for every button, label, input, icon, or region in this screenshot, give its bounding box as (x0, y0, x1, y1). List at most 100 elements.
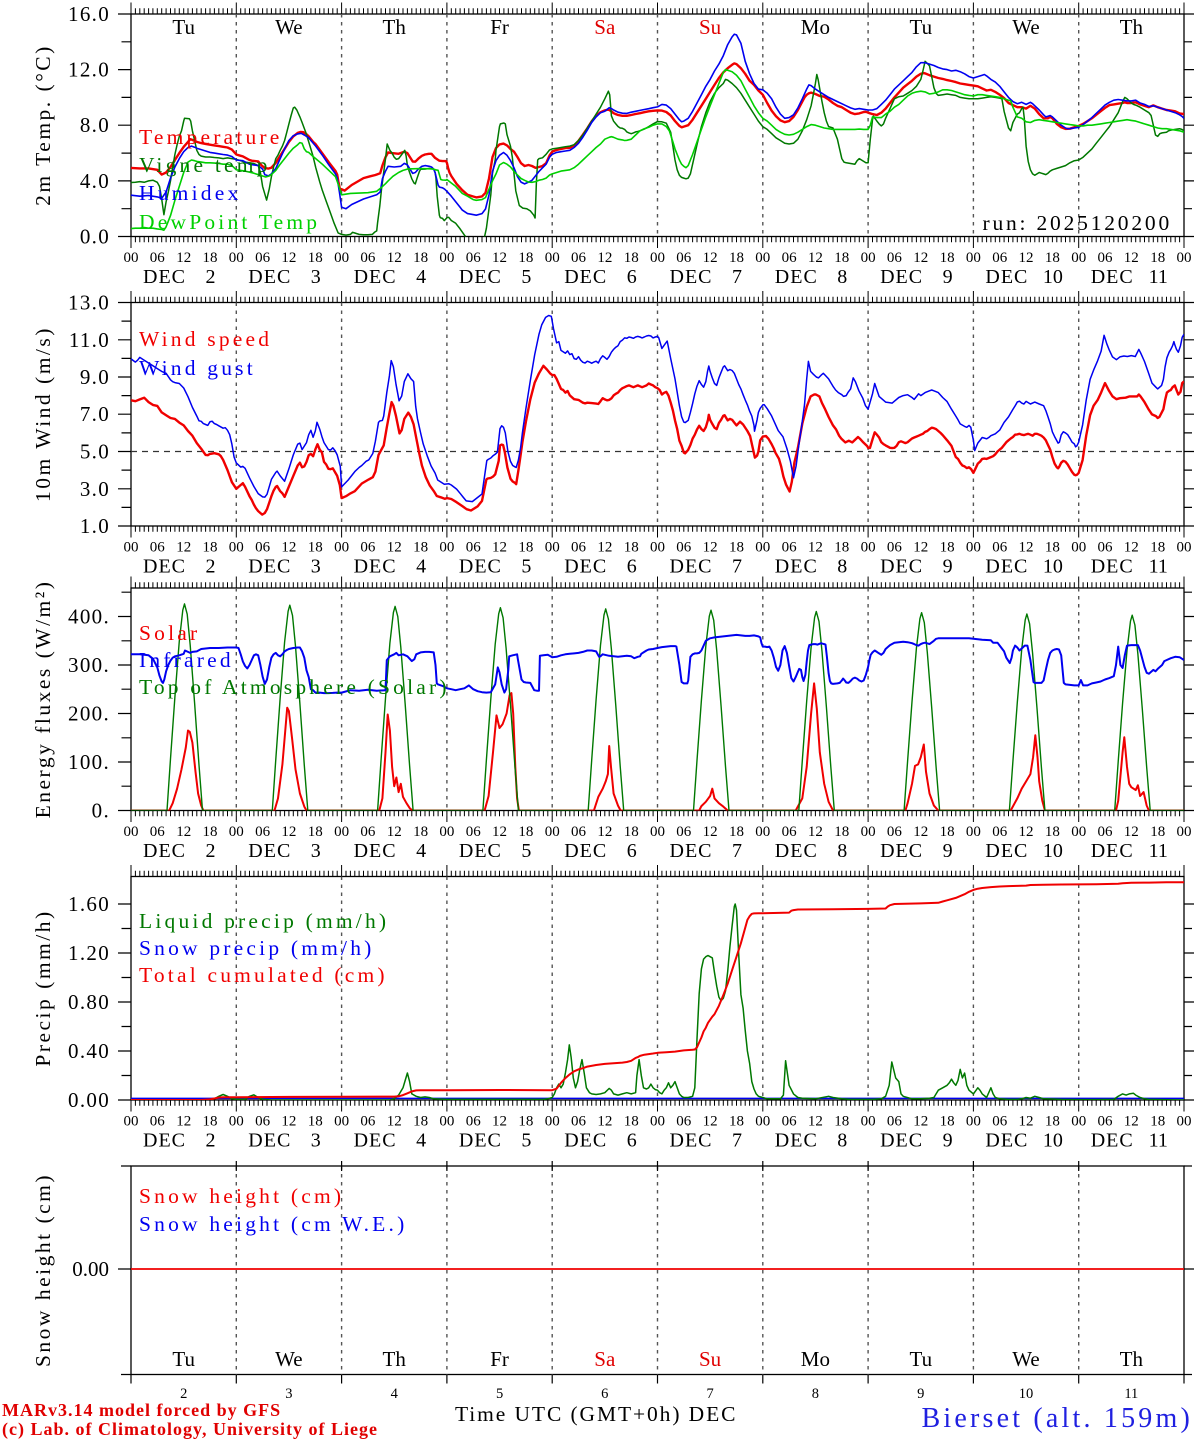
svg-text:DEC: DEC (1091, 840, 1134, 862)
svg-text:We: We (1012, 1347, 1039, 1371)
svg-text:4: 4 (416, 1130, 426, 1152)
svg-text:DEC: DEC (880, 1130, 923, 1152)
svg-text:Wind gust: Wind gust (139, 356, 256, 380)
svg-text:18: 18 (413, 540, 428, 556)
svg-text:Th: Th (1120, 15, 1144, 39)
svg-text:06: 06 (992, 540, 1008, 556)
svg-text:06: 06 (150, 1114, 166, 1130)
svg-text:00: 00 (755, 1114, 770, 1130)
svg-text:00: 00 (861, 1114, 876, 1130)
svg-text:00: 00 (229, 250, 244, 266)
svg-text:2: 2 (206, 266, 216, 288)
svg-text:8: 8 (837, 266, 847, 288)
svg-text:06: 06 (992, 824, 1008, 840)
svg-text:9: 9 (943, 266, 953, 288)
svg-text:DEC: DEC (564, 1130, 607, 1152)
svg-text:00: 00 (439, 540, 454, 556)
svg-text:12: 12 (703, 250, 718, 266)
svg-text:12: 12 (492, 1114, 507, 1130)
svg-text:00: 00 (755, 540, 770, 556)
svg-text:00: 00 (545, 540, 560, 556)
svg-text:06: 06 (782, 250, 798, 266)
svg-text:06: 06 (1098, 1114, 1114, 1130)
svg-text:12: 12 (281, 1114, 296, 1130)
svg-text:12: 12 (808, 824, 823, 840)
svg-text:9.0: 9.0 (80, 365, 110, 389)
svg-text:0.00: 0.00 (68, 1088, 110, 1112)
svg-text:18: 18 (413, 824, 428, 840)
svg-text:06: 06 (676, 1114, 692, 1130)
svg-text:4: 4 (391, 1386, 399, 1402)
svg-text:9: 9 (917, 1386, 924, 1402)
svg-text:2: 2 (206, 1130, 216, 1152)
svg-text:06: 06 (150, 540, 166, 556)
svg-text:18: 18 (940, 250, 955, 266)
svg-text:2: 2 (180, 1386, 187, 1402)
svg-text:06: 06 (571, 1114, 587, 1130)
svg-text:4: 4 (416, 266, 426, 288)
svg-text:12.0: 12.0 (68, 58, 110, 82)
svg-text:00: 00 (966, 824, 981, 840)
svg-text:Th: Th (1120, 1347, 1144, 1371)
svg-text:Fr: Fr (490, 15, 509, 39)
svg-text:11.0: 11.0 (69, 328, 110, 352)
svg-text:18: 18 (1045, 824, 1060, 840)
svg-text:13.0: 13.0 (68, 291, 110, 315)
svg-text:100.: 100. (68, 750, 110, 774)
svg-text:DEC: DEC (248, 556, 291, 578)
svg-text:18: 18 (624, 824, 639, 840)
svg-text:18: 18 (518, 250, 533, 266)
svg-text:We: We (1012, 15, 1039, 39)
svg-text:00: 00 (545, 824, 560, 840)
svg-text:Solar: Solar (139, 621, 200, 645)
svg-text:12: 12 (913, 824, 928, 840)
svg-text:7.0: 7.0 (80, 402, 110, 426)
svg-text:06: 06 (255, 540, 271, 556)
svg-text:00: 00 (545, 250, 560, 266)
svg-text:06: 06 (466, 250, 482, 266)
svg-text:12: 12 (176, 824, 191, 840)
svg-text:8: 8 (812, 1386, 819, 1402)
svg-text:18: 18 (518, 1114, 533, 1130)
svg-text:Vigne temp: Vigne temp (139, 153, 271, 177)
svg-text:18: 18 (729, 824, 744, 840)
svg-text:00: 00 (334, 250, 349, 266)
svg-text:3: 3 (311, 556, 321, 578)
svg-text:DEC: DEC (880, 556, 923, 578)
svg-text:Snow height (cm): Snow height (cm) (139, 1184, 344, 1208)
svg-text:18: 18 (518, 540, 533, 556)
svg-text:06: 06 (676, 250, 692, 266)
svg-text:DEC: DEC (1091, 1130, 1134, 1152)
svg-text:18: 18 (1150, 540, 1165, 556)
svg-text:18: 18 (203, 824, 218, 840)
svg-text:5: 5 (521, 1130, 531, 1152)
svg-text:12: 12 (808, 1114, 823, 1130)
svg-text:18: 18 (834, 824, 849, 840)
svg-text:00: 00 (966, 1114, 981, 1130)
svg-text:12: 12 (176, 540, 191, 556)
svg-text:2m Temp. (°C): 2m Temp. (°C) (31, 44, 55, 206)
svg-text:00: 00 (1071, 824, 1086, 840)
svg-text:DEC: DEC (985, 266, 1028, 288)
svg-text:DEC: DEC (880, 840, 923, 862)
svg-text:3: 3 (285, 1386, 292, 1402)
svg-text:10m Wind (m/s): 10m Wind (m/s) (31, 326, 55, 502)
svg-text:06: 06 (466, 824, 482, 840)
svg-text:00: 00 (1177, 540, 1192, 556)
svg-text:12: 12 (597, 540, 612, 556)
svg-text:DEC: DEC (775, 1130, 818, 1152)
svg-text:10: 10 (1043, 1130, 1063, 1152)
svg-text:00: 00 (439, 1114, 454, 1130)
svg-text:7: 7 (732, 840, 742, 862)
svg-text:12: 12 (808, 250, 823, 266)
svg-text:DEC: DEC (354, 1130, 397, 1152)
svg-text:18: 18 (624, 250, 639, 266)
svg-text:Energy fluxes (W/m²): Energy fluxes (W/m²) (31, 580, 55, 819)
svg-text:06: 06 (782, 1114, 798, 1130)
svg-text:DEC: DEC (670, 1130, 713, 1152)
svg-text:Infrared: Infrared (139, 648, 234, 672)
svg-text:00: 00 (229, 540, 244, 556)
svg-text:DEC: DEC (459, 1130, 502, 1152)
svg-text:10: 10 (1043, 840, 1063, 862)
svg-text:Sa: Sa (594, 1347, 616, 1371)
